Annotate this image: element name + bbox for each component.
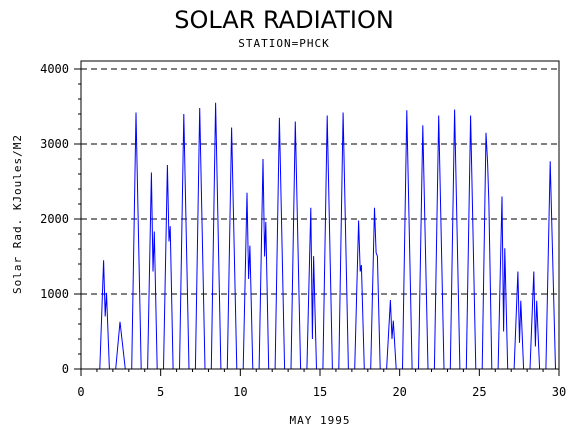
x-tick-label-4: 20	[392, 385, 406, 399]
y-tick-label-1: 1000	[40, 287, 69, 301]
chart-title: SOLAR RADIATION	[174, 6, 394, 34]
chart-subtitle: STATION=PHCK	[238, 37, 329, 50]
x-tick-label-0: 0	[77, 385, 84, 399]
x-axis-label: MAY 1995	[290, 414, 351, 427]
y-axis-label: Solar Rad. KJoules/M2	[11, 134, 24, 294]
x-tick-label-3: 15	[313, 385, 327, 399]
y-tick-label-0: 0	[62, 362, 69, 376]
y-tick-label-2: 2000	[40, 212, 69, 226]
solar-radiation-series	[99, 102, 556, 370]
x-tick-label-1: 5	[157, 385, 164, 399]
x-tick-label-5: 25	[472, 385, 486, 399]
plot-frame	[80, 60, 560, 370]
x-tick-label-6: 30	[552, 385, 566, 399]
y-tick-label-3: 3000	[40, 137, 69, 151]
axes: 0 5 10 15 20 25 30 0 1000 2000 3000 4000	[40, 62, 566, 399]
x-tick-label-2: 10	[233, 385, 247, 399]
y-tick-label-4: 4000	[40, 62, 69, 76]
plot-series-group	[99, 102, 556, 370]
